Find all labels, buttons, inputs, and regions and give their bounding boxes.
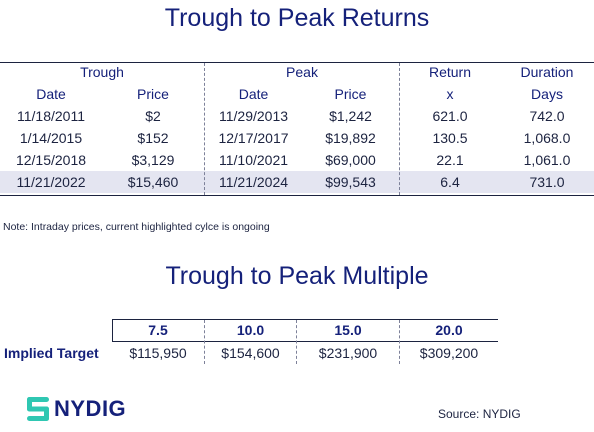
subheader-return-x: x <box>446 86 454 102</box>
implied-target-value: $231,900 <box>318 345 378 361</box>
table-cell: $99,543 <box>325 174 376 190</box>
table-cell: 742.0 <box>529 108 565 124</box>
multiple-header: 10.0 <box>236 322 265 338</box>
multiple-mid-rule <box>112 341 498 342</box>
table-cell: $19,892 <box>325 130 376 146</box>
table-cell: $3,129 <box>131 152 175 168</box>
subheader-peak-date: Date <box>238 86 269 102</box>
table-cell: 731.0 <box>529 174 565 190</box>
column-divider <box>399 63 400 195</box>
header-peak: Peak <box>286 64 318 80</box>
multiple-header: 15.0 <box>334 322 362 338</box>
table-cell: 11/29/2013 <box>218 108 289 124</box>
table-cell: 621.0 <box>432 108 468 124</box>
implied-target-value: $154,600 <box>221 345 280 361</box>
subheader-peak-price: Price <box>334 86 367 102</box>
source-label: Source: NYDIG <box>438 407 521 421</box>
logo-text: NYDIG <box>54 396 127 421</box>
table-cell: $69,000 <box>325 152 376 168</box>
multiple-divider <box>399 320 400 364</box>
implied-target-value: $115,950 <box>129 345 187 361</box>
table-cell: $1,242 <box>329 108 372 124</box>
multiple-header: 20.0 <box>435 322 463 338</box>
returns-table-title: Trough to Peak Returns <box>164 4 430 32</box>
table-cell: 11/10/2021 <box>218 152 289 168</box>
multiple-divider <box>296 320 297 364</box>
table-cell: 1,061.0 <box>523 152 571 168</box>
table-cell: 12/17/2017 <box>218 130 289 146</box>
column-divider <box>204 63 205 195</box>
multiple-top-rule <box>112 319 498 320</box>
subheader-trough-price: Price <box>137 86 169 102</box>
subheader-trough-date: Date <box>36 86 66 102</box>
implied-target-label: Implied Target <box>4 345 99 361</box>
multiple-divider <box>204 320 205 364</box>
table-cell: $15,460 <box>127 174 179 190</box>
highlighted-row-bg <box>0 171 594 193</box>
table-top-rule <box>0 62 594 63</box>
table-cell: 11/21/2022 <box>16 174 86 190</box>
table-cell: 22.1 <box>436 152 464 168</box>
header-trough: Trough <box>80 64 124 80</box>
table-cell: 11/18/2011 <box>17 108 85 124</box>
table-cell: 1/14/2015 <box>19 130 83 146</box>
table-cell: $2 <box>145 108 161 124</box>
table-bottom-rule <box>0 195 594 196</box>
table-cell: 130.5 <box>432 130 468 146</box>
multiple-divider <box>112 320 113 341</box>
multiple-header: 7.5 <box>148 322 168 338</box>
nydig-logo-icon <box>26 396 50 422</box>
table-cell: 12/15/2018 <box>15 152 87 168</box>
implied-target-value: $309,200 <box>419 345 479 361</box>
table-cell: 11/21/2024 <box>218 174 289 190</box>
header-return: Return <box>428 64 472 80</box>
footnote: Note: Intraday prices, current highlight… <box>3 221 270 233</box>
subheader-days: Days <box>531 86 563 102</box>
multiple-table-title: Trough to Peak Multiple <box>165 262 429 290</box>
table-cell: $152 <box>137 130 169 146</box>
table-cell: 1,068.0 <box>523 130 571 146</box>
table-cell: 6.4 <box>440 174 460 190</box>
header-duration: Duration <box>520 64 574 80</box>
